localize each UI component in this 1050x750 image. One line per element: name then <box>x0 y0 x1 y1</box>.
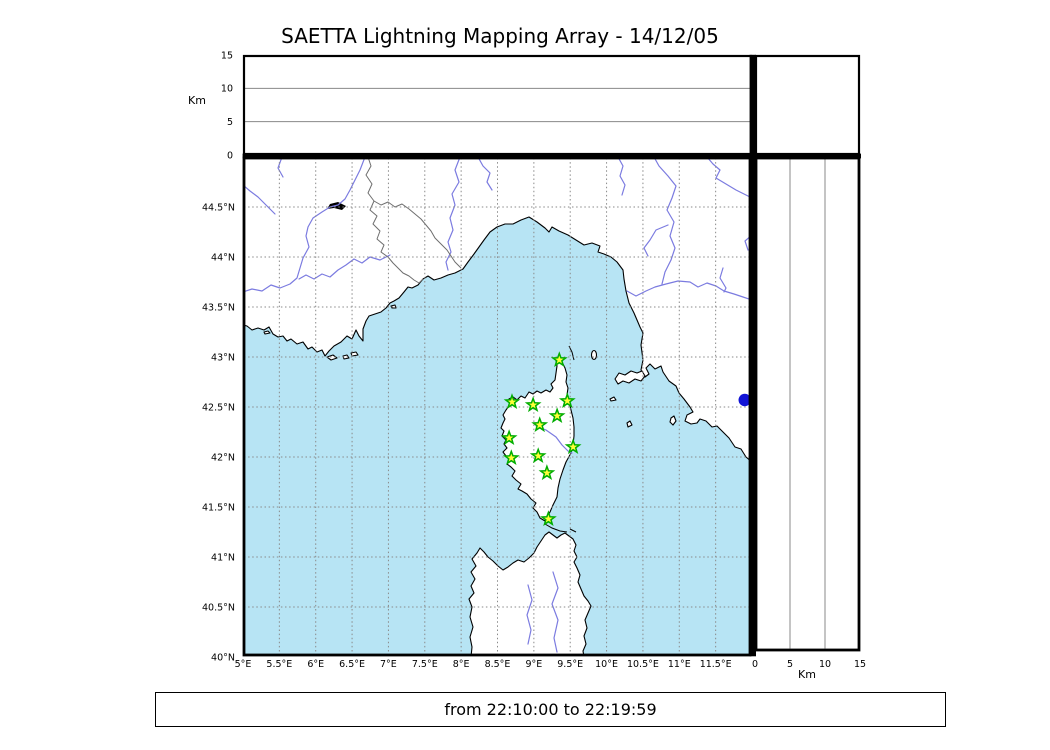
altitude-tick-label-bottom: 15 <box>854 659 866 670</box>
lma-station-marker <box>500 429 518 446</box>
top-altitude-panel <box>242 54 753 156</box>
lma-station-marker <box>524 396 542 413</box>
lon-tick-label: 10.5°E <box>627 659 659 670</box>
island-montecristo <box>626 420 633 428</box>
altitude-axis-label-bottom: Km <box>798 668 816 681</box>
map-graticule <box>244 158 749 655</box>
lat-tick-label: 43°N <box>211 352 235 363</box>
panel-frames <box>242 54 862 657</box>
lat-tick-label: 44°N <box>211 252 235 263</box>
corner-panel <box>754 54 861 156</box>
lma-station-marker <box>539 510 557 527</box>
island-pianosa <box>609 396 617 402</box>
lon-tick-label: 11.5°E <box>700 659 732 670</box>
island-capraia <box>590 349 598 361</box>
island-frioul <box>263 330 271 335</box>
lon-tick-label: 5°E <box>235 659 252 670</box>
altitude-axis-label-left: Km <box>188 94 206 107</box>
lat-tick-label: 42.5°N <box>202 402 235 413</box>
lon-tick-label: 6.5°E <box>339 659 365 670</box>
lat-tick-label: 40°N <box>211 652 235 663</box>
panel-divider-horizontal <box>242 153 862 159</box>
lma-stations <box>500 351 582 527</box>
lat-tick-label: 44.5°N <box>202 202 235 213</box>
panel-divider-vertical <box>749 54 756 657</box>
lma-station-marker <box>538 464 556 481</box>
lon-tick-label: 8.5°E <box>485 659 511 670</box>
lma-station-marker <box>529 447 547 464</box>
country-border <box>365 158 462 284</box>
time-range-box: from 22:10:00 to 22:19:59 <box>155 692 946 727</box>
lightning-detections <box>738 393 749 407</box>
altitude-tick-label-left: 5 <box>227 117 233 128</box>
island-giglio <box>669 415 677 426</box>
island-port-cros <box>342 354 350 360</box>
lat-tick-label: 43.5°N <box>202 302 235 313</box>
altitude-tick-label-bottom: 10 <box>819 659 831 670</box>
geographic-map <box>244 158 749 655</box>
altitude-panel-gridlines-top <box>245 87 750 123</box>
lat-tick-label: 40.5°N <box>202 602 235 613</box>
altitude-tick-label-left: 15 <box>221 50 233 61</box>
lon-tick-label: 5.5°E <box>266 659 292 670</box>
lma-station-marker <box>503 393 521 410</box>
lon-tick-label: 10°E <box>595 659 618 670</box>
lma-station-marker <box>558 392 576 409</box>
lon-tick-label: 9°E <box>525 659 542 670</box>
lma-station-marker <box>550 351 568 368</box>
lon-tick-label: 8°E <box>453 659 470 670</box>
lightning-detection-dot <box>738 393 749 407</box>
lma-station-marker <box>531 416 549 433</box>
lat-tick-label: 42°N <box>211 452 235 463</box>
lat-tick-label: 41°N <box>211 552 235 563</box>
altitude-tick-label-left: 0 <box>227 150 233 161</box>
lat-tick-label: 41.5°N <box>202 502 235 513</box>
lon-tick-label: 6°E <box>307 659 324 670</box>
altitude-panel-gridlines-right <box>789 158 826 649</box>
lma-station-marker <box>564 438 582 455</box>
page-title: SAETTA Lightning Mapping Array - 14/12/0… <box>281 24 719 48</box>
rivers <box>244 158 749 653</box>
lon-tick-label: 7°E <box>380 659 397 670</box>
time-range-label: from 22:10:00 to 22:19:59 <box>444 700 657 719</box>
altitude-tick-label-bottom: 0 <box>752 659 758 670</box>
axis-tick-labels: 5°E 5.5°E 6°E 6.5°E 7°E 7.5°E 8°E 8.5°E 9°E 9.5°E… <box>202 50 866 670</box>
altitude-tick-label-bottom: 5 <box>787 659 793 670</box>
right-altitude-panel <box>754 156 861 652</box>
lon-tick-label: 7.5°E <box>412 659 438 670</box>
lma-station-marker <box>502 449 520 466</box>
lma-station-marker <box>548 407 566 424</box>
lon-tick-label: 11°E <box>668 659 691 670</box>
lon-tick-label: 9.5°E <box>557 659 583 670</box>
island-elba <box>614 370 646 385</box>
island-porquerolles <box>326 354 338 361</box>
lake <box>327 202 346 210</box>
altitude-tick-label-left: 10 <box>221 84 233 95</box>
coastline-mainland-france-italy <box>244 158 749 461</box>
